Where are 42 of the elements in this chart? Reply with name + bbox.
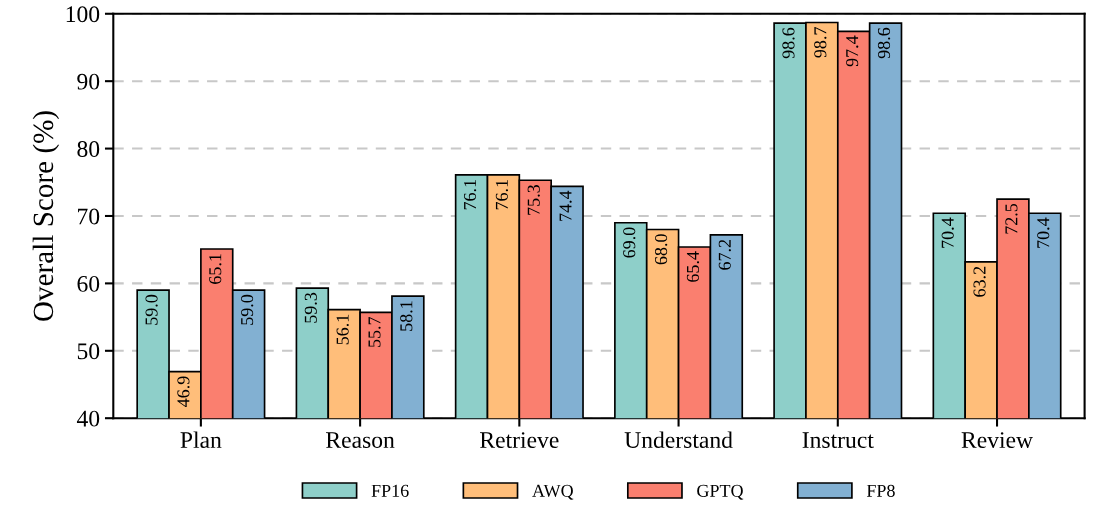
x-tick-label: Review [961, 432, 1033, 449]
y-tick-label: 90 [77, 73, 100, 90]
x-tick-label: Instruct [802, 432, 874, 449]
y-axis-title: Overall Score (%) [32, 111, 60, 321]
y-tick-label: 80 [77, 141, 100, 157]
data-label: 59.0 [145, 294, 158, 325]
data-label: 74.4 [559, 190, 572, 221]
data-label: 67.2 [718, 239, 731, 270]
legend-label: AWQ [532, 484, 574, 500]
data-label: 65.1 [209, 254, 222, 284]
data-label: 59.3 [304, 292, 317, 323]
data-label: 97.4 [846, 35, 859, 67]
data-label: 76.1 [463, 180, 477, 210]
data-label: 65.4 [686, 251, 700, 282]
y-tick-label: 40 [76, 410, 100, 427]
data-label: 98.7 [814, 27, 827, 58]
x-tick-label: Understand [624, 431, 733, 449]
data-label: 70.4 [941, 217, 954, 248]
data-label: 70.4 [1037, 217, 1050, 248]
data-label: 55.7 [368, 316, 381, 347]
y-tick-label: 100 [66, 6, 100, 23]
x-tick-label: Plan [180, 431, 222, 449]
data-label: 98.6 [877, 27, 891, 59]
x-tick-label: Retrieve [480, 432, 559, 449]
y-tick-label: 70 [78, 208, 100, 225]
data-label: 56.1 [336, 314, 349, 345]
data-label: 69.0 [623, 227, 636, 258]
data-label: 68.0 [654, 234, 668, 265]
data-label: 72.5 [1005, 203, 1018, 234]
legend-label: FP8 [866, 484, 895, 497]
y-tick-label: 60 [77, 275, 100, 292]
data-label: 75.3 [527, 185, 540, 215]
x-tick-label: Reason [326, 432, 395, 449]
data-label: 46.9 [177, 376, 190, 407]
data-label: 98.6 [782, 27, 795, 59]
legend-label: GPTQ [697, 484, 744, 500]
legend-label: FP16 [371, 484, 409, 497]
data-label: 58.1 [400, 301, 413, 331]
data-label: 76.1 [495, 180, 509, 210]
y-tick-label: 50 [77, 343, 100, 360]
data-label: 63.2 [973, 266, 986, 297]
data-label: 59.0 [240, 294, 254, 325]
